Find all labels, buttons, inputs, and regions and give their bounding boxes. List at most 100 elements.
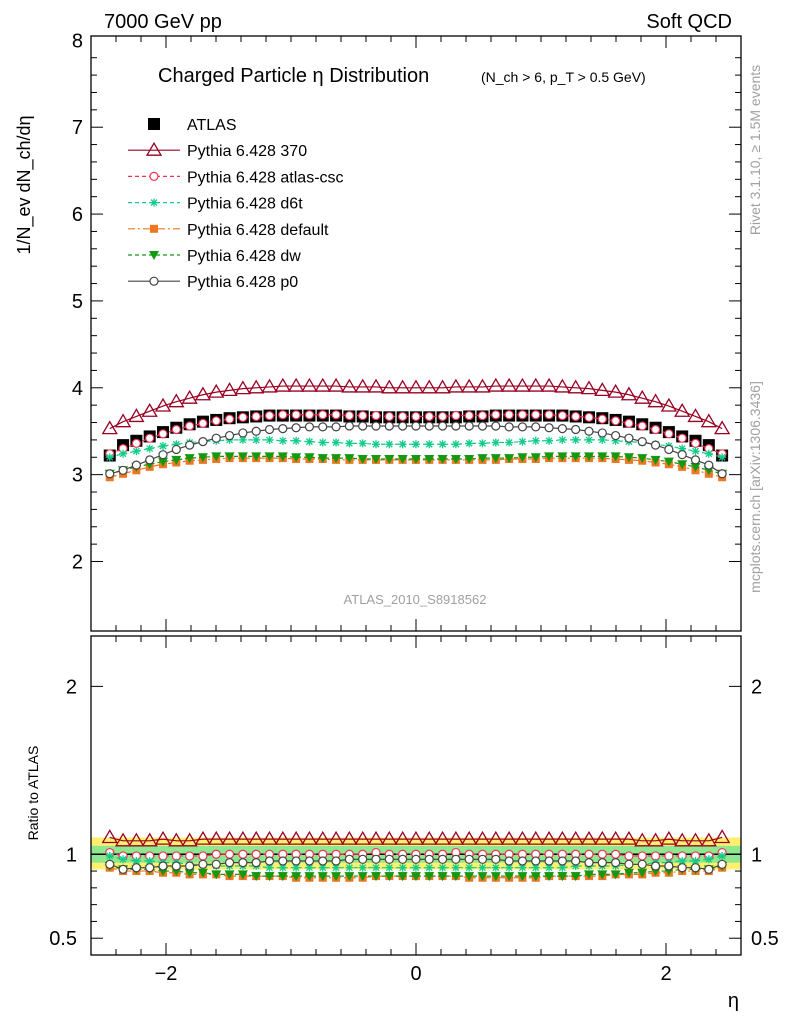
main-data-point	[597, 414, 607, 424]
main-data-point	[557, 452, 568, 462]
main-data-point	[491, 410, 501, 420]
ratio-data-point	[105, 859, 115, 869]
ratio-data-point	[171, 861, 181, 871]
main-data-point	[185, 421, 195, 431]
ratio-data-point	[407, 830, 425, 845]
main-data-point	[531, 422, 541, 432]
main-data-point	[171, 424, 181, 435]
ratio-data-point	[319, 864, 327, 872]
ratio-data-point	[211, 849, 221, 859]
main-data-point	[221, 382, 238, 397]
main-data-point	[274, 377, 291, 392]
ratio-data-point	[545, 864, 553, 872]
main-data-point	[677, 450, 687, 460]
main-data-point	[690, 438, 701, 448]
main-data-point	[623, 453, 634, 463]
ratio-data-point	[261, 830, 278, 845]
ratio-data-point	[251, 858, 261, 868]
main-data-point	[687, 408, 704, 423]
main-data-point	[451, 421, 461, 431]
ratio-data-point	[106, 852, 114, 860]
legend-marker	[150, 224, 158, 233]
y-tick-label-ratio: 0.5	[49, 928, 77, 950]
main-data-point	[624, 418, 634, 429]
main-data-point	[571, 424, 581, 435]
main-data-point	[385, 440, 393, 448]
main-data-point	[637, 421, 647, 431]
ratio-data-point	[384, 854, 394, 864]
header-left: 7000 GeV pp	[104, 11, 222, 33]
main-data-point	[358, 410, 368, 421]
main-data-point	[674, 402, 691, 417]
main-data-point	[424, 455, 435, 465]
ratio-data-point	[718, 852, 726, 860]
main-data-point	[705, 450, 713, 458]
ratio-data-point	[687, 832, 704, 847]
ratio-data-point	[384, 872, 395, 882]
ratio-data-point	[477, 854, 488, 864]
main-data-point	[261, 378, 278, 393]
ratio-data-point	[128, 832, 145, 847]
main-data-point	[421, 379, 438, 394]
ratio-data-point	[717, 859, 727, 869]
legend-label: Pythia 6.428 d6t	[187, 196, 303, 213]
ratio-data-point	[101, 829, 118, 844]
ratio-data-point	[437, 854, 448, 864]
main-series-line	[109, 439, 723, 458]
ratio-data-point	[211, 870, 222, 880]
ratio-data-point	[544, 872, 555, 882]
main-data-point	[314, 377, 331, 392]
main-plot-panel: 2 3 4 5 6 7 8	[72, 30, 742, 955]
ratio-data-point	[580, 830, 598, 845]
ratio-data-point	[234, 830, 252, 845]
main-data-point	[118, 465, 128, 475]
main-data-point	[437, 455, 448, 465]
main-data-point	[264, 424, 275, 435]
main-data-point	[239, 436, 247, 444]
ratio-data-point	[620, 830, 638, 845]
x-tick-label: 0	[410, 963, 421, 985]
main-data-point	[266, 436, 273, 444]
main-data-point	[159, 442, 167, 450]
main-data-point	[264, 410, 275, 421]
ratio-data-point	[371, 872, 381, 882]
main-data-point	[580, 380, 598, 395]
legend-item: Pythia 6.428 dw	[128, 248, 301, 265]
main-data-point	[287, 377, 305, 392]
legend-item: ATLAS	[148, 117, 237, 134]
main-data-point	[557, 424, 567, 434]
main-data-point	[487, 377, 504, 392]
ratio-data-point	[517, 856, 528, 866]
main-data-point	[357, 455, 368, 465]
ratio-data-point	[597, 858, 607, 868]
y-tick-label-main: 2	[72, 552, 83, 574]
main-data-point	[557, 410, 567, 421]
y-tick-label-main: 7	[72, 117, 83, 139]
main-series-pythia-6-428-atlas-csc	[105, 410, 727, 459]
main-data-point	[371, 421, 381, 431]
ratio-data-point	[637, 851, 647, 861]
main-data-point	[451, 410, 461, 421]
main-data-point	[465, 439, 473, 447]
main-data-point	[224, 452, 235, 462]
main-data-point	[331, 454, 342, 464]
main-data-point	[394, 379, 411, 394]
main-data-point	[597, 428, 607, 438]
ratio-data-point	[181, 832, 198, 847]
main-data-point	[171, 444, 181, 455]
main-data-point	[399, 440, 407, 448]
ratio-data-point	[531, 856, 541, 866]
ratio-data-point	[647, 832, 664, 847]
ratio-data-point	[664, 861, 674, 871]
main-data-point	[677, 433, 687, 443]
ratio-data-point	[557, 856, 567, 866]
main-data-point	[425, 440, 433, 448]
ratio-data-point	[354, 830, 371, 845]
main-data-point	[410, 455, 421, 465]
main-data-point	[145, 455, 155, 465]
ratio-data-point	[304, 856, 315, 866]
main-data-point	[464, 421, 474, 431]
main-data-point	[264, 452, 275, 462]
ratio-data-point	[678, 857, 686, 865]
x-axis-label: η	[728, 990, 739, 1012]
